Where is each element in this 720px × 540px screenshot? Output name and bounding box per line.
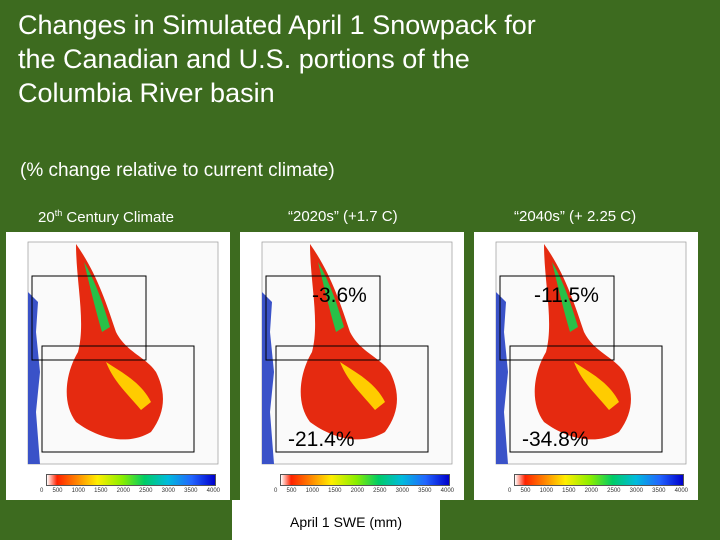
colorbar-ticks: 0 500 1000 1500 2000 2500 3000 3500 4000	[274, 488, 454, 494]
slide-subtitle: (% change relative to current climate)	[20, 160, 335, 181]
map-panel-2020s: -3.6% -21.4% 0 500 1000 1500 2000 2500 3000 350…	[240, 232, 464, 500]
colorbar-ticks: 0 500 1000 1500 2000 2500 3000 3500 4000	[40, 488, 220, 494]
swe-colorbar	[514, 474, 684, 486]
snowpack-map-2020s	[261, 241, 453, 465]
column-label-2040s: “2040s” (+ 2.25 C)	[514, 208, 637, 225]
snowpack-map-2040s	[495, 241, 687, 465]
lower-basin-change-2040s: -34.8%	[522, 428, 589, 451]
map-panel-20th-century: 0 500 1000 1500 2000 2500 3000 3500 4000	[6, 232, 230, 500]
swe-colorbar	[46, 474, 216, 486]
upper-basin-change-2040s: -11.5%	[534, 284, 599, 307]
upper-basin-change-2020s: -3.6%	[312, 284, 367, 307]
column-label-20th-century: 20th Century Climate	[38, 208, 174, 226]
swe-colorbar	[280, 474, 450, 486]
colorbar-label: April 1 SWE (mm)	[284, 512, 408, 532]
column-label-2020s: “2020s” (+1.7 C)	[288, 208, 398, 225]
snowpack-map-20th-century	[27, 241, 219, 465]
lower-basin-change-2020s: -21.4%	[288, 428, 355, 451]
map-panel-2040s: -11.5% -34.8% 0 500 1000 1500 2000 2500 3000 35…	[474, 232, 698, 500]
slide-title: Changes in Simulated April 1 Snowpack fo…	[18, 10, 536, 108]
colorbar-ticks: 0 500 1000 1500 2000 2500 3000 3500 4000	[508, 488, 688, 494]
